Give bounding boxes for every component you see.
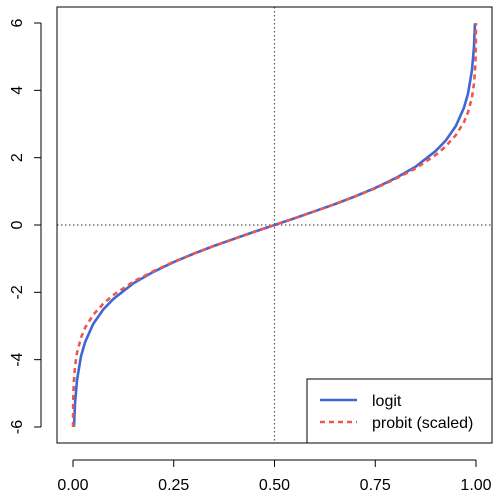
y-tick-label: 6 [9, 18, 26, 27]
x-tick-label: 0.00 [57, 477, 88, 494]
y-tick-label: 4 [9, 86, 26, 95]
y-tick-label: 0 [9, 220, 26, 229]
x-tick-label: 0.25 [158, 477, 189, 494]
legend-label-logit: logit [372, 393, 402, 410]
axes-layer: 0.00 0.25 0.50 0.75 1.00 -6 -4 -2 0 2 4 6 [9, 18, 492, 494]
x-tick-label: 0.75 [360, 477, 391, 494]
x-tick-label: 0.50 [259, 477, 290, 494]
y-tick-label: 2 [9, 153, 26, 162]
x-tick-label: 1.00 [460, 477, 491, 494]
plot-frame [56, 6, 493, 444]
series-layer [71, 22, 478, 428]
y-tick-label: -4 [9, 352, 26, 366]
y-tick-label: -2 [9, 285, 26, 299]
legend-label-probit: probit (scaled) [372, 415, 473, 432]
y-tick-label: -6 [9, 420, 26, 434]
series-line-probit-scaled [71, 22, 478, 428]
legend-box [306, 378, 493, 444]
series-line-logit [72, 23, 477, 427]
legend: logit probit (scaled) [306, 378, 493, 444]
